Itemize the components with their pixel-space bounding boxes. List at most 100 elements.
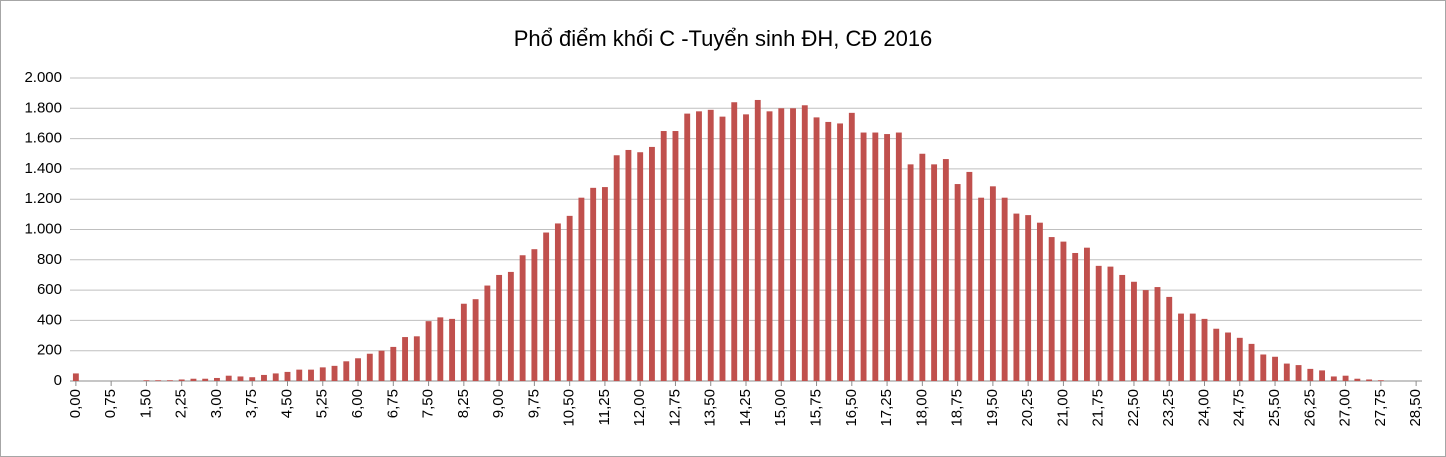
bar <box>1025 215 1032 381</box>
bar <box>143 380 150 381</box>
bar <box>1283 363 1290 381</box>
x-tick-label: 20,25 <box>1019 389 1036 427</box>
bar <box>590 187 597 381</box>
bar <box>1048 237 1055 381</box>
bar <box>413 336 420 381</box>
bar <box>272 373 279 381</box>
bar <box>355 358 361 381</box>
x-tick-label: 12,75 <box>666 389 683 427</box>
bar <box>860 132 867 381</box>
bar <box>942 159 949 381</box>
y-tick-label: 2.000 <box>24 69 62 86</box>
bar <box>554 223 561 381</box>
y-tick-label: 600 <box>37 281 62 298</box>
bar <box>754 99 761 381</box>
bar <box>1131 281 1137 381</box>
bar <box>919 153 926 381</box>
bar <box>1248 343 1255 381</box>
bar <box>378 350 385 381</box>
bar <box>366 353 373 381</box>
bar <box>296 369 303 381</box>
x-tick-label: 5,25 <box>314 389 331 418</box>
bar <box>308 369 314 381</box>
bar <box>425 321 432 381</box>
bar <box>1072 252 1079 381</box>
bar <box>1236 337 1243 381</box>
x-tick-label: 10,50 <box>561 389 578 427</box>
x-tick-label: 23,25 <box>1160 389 1177 427</box>
bar <box>496 274 503 381</box>
bar <box>801 105 808 382</box>
bar <box>848 112 855 381</box>
bar <box>261 374 267 381</box>
x-tick-label: 7,50 <box>420 389 437 418</box>
bar <box>743 114 749 382</box>
y-tick-label: 200 <box>37 342 62 359</box>
bar <box>884 134 891 381</box>
bar <box>625 149 632 381</box>
x-tick-label: 15,00 <box>772 389 789 427</box>
bar <box>1330 376 1337 381</box>
x-tick-label: 9,00 <box>490 389 507 418</box>
bar <box>790 108 796 382</box>
bar <box>1142 290 1149 381</box>
x-tick-label: 17,25 <box>878 389 895 427</box>
bar <box>1013 213 1020 381</box>
bar <box>284 371 291 381</box>
bar <box>1166 296 1173 381</box>
bar <box>1307 368 1314 381</box>
bar <box>872 132 879 381</box>
bar <box>989 186 996 381</box>
bar <box>225 375 232 381</box>
bar <box>531 249 538 381</box>
bar <box>766 111 773 381</box>
bar <box>543 232 550 381</box>
bar <box>966 171 973 381</box>
bar <box>1107 266 1114 381</box>
x-tick-label: 12,00 <box>631 389 648 427</box>
bar <box>813 117 820 381</box>
bar <box>1095 265 1102 381</box>
bar <box>954 184 961 381</box>
bar <box>637 152 644 381</box>
bar <box>1272 356 1278 381</box>
bar <box>1001 197 1008 381</box>
x-tick-label: 28,50 <box>1407 389 1424 427</box>
x-tick-label: 9,75 <box>525 389 542 418</box>
bar <box>613 155 620 381</box>
bar <box>1260 354 1267 381</box>
y-tick-label: 0 <box>54 372 62 389</box>
bar <box>978 197 985 381</box>
x-tick-label: 24,00 <box>1195 389 1212 427</box>
bar <box>437 317 444 381</box>
bar <box>249 377 256 381</box>
bar <box>825 121 832 381</box>
x-tick-label: 1,50 <box>137 389 154 418</box>
bar <box>566 215 573 381</box>
bar <box>155 380 162 381</box>
bar <box>237 376 244 381</box>
bar <box>931 164 938 381</box>
y-tick-label: 800 <box>37 251 62 268</box>
bar <box>672 131 679 381</box>
bar <box>1342 375 1349 381</box>
bar <box>507 271 514 381</box>
x-tick-label: 18,75 <box>949 389 966 427</box>
x-tick-label: 0,75 <box>102 389 119 418</box>
bar <box>331 365 338 381</box>
bar <box>202 378 209 381</box>
y-tick-label: 1.400 <box>24 160 62 177</box>
bar <box>460 303 467 381</box>
bar <box>837 123 843 381</box>
bar <box>1213 328 1220 381</box>
y-tick-label: 1.200 <box>24 190 62 207</box>
x-tick-label: 14,25 <box>737 389 754 427</box>
x-tick-label: 2,25 <box>173 389 190 418</box>
bar <box>1201 318 1208 381</box>
bar <box>707 109 714 381</box>
bar <box>1189 313 1196 381</box>
bar <box>578 197 585 381</box>
x-tick-label: 24,75 <box>1231 389 1248 427</box>
bar <box>214 377 220 381</box>
bar <box>1295 365 1302 381</box>
